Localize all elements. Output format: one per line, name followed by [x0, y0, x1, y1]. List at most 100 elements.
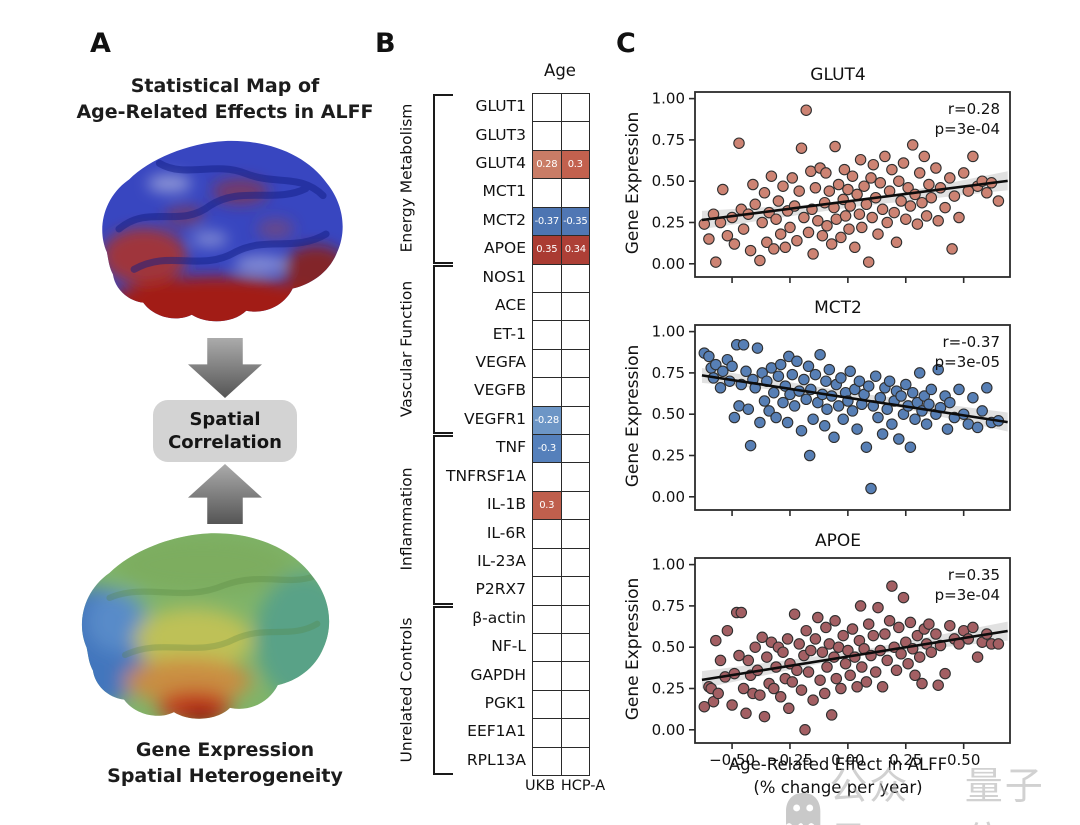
matrix-cell: [560, 434, 590, 464]
data-point: [800, 393, 812, 406]
spatial-box-line2: Correlation: [168, 432, 282, 453]
data-point: [932, 363, 944, 376]
data-point: [923, 398, 935, 411]
x-tick-label: 0.00: [831, 751, 864, 766]
data-point: [944, 396, 956, 409]
data-point: [876, 203, 889, 216]
matrix-cell: [532, 547, 562, 578]
matrix-cell: [560, 547, 590, 578]
gene-label: ET-1: [492, 324, 526, 343]
gene-label: VEGFA: [475, 352, 526, 371]
data-point: [886, 418, 898, 430]
data-point: [788, 608, 801, 620]
data-point: [906, 139, 919, 151]
data-point: [742, 403, 755, 415]
data-point: [832, 178, 845, 191]
data-point: [913, 167, 926, 179]
gene-label: IL-1B: [486, 495, 526, 514]
data-point: [860, 676, 873, 688]
data-point: [816, 646, 829, 658]
data-point: [737, 339, 750, 351]
data-point: [835, 372, 847, 384]
data-point: [895, 648, 907, 660]
plot-title: MCT2: [814, 298, 862, 318]
data-point: [918, 150, 931, 163]
data-point: [895, 390, 907, 402]
plot-frame: [694, 557, 1011, 744]
gene-label: TNF: [496, 438, 526, 457]
matrix-cell: [532, 632, 562, 663]
data-point: [897, 591, 910, 604]
data-point: [829, 140, 841, 153]
data-point: [953, 383, 965, 396]
data-point: [777, 646, 789, 658]
data-point: [829, 615, 841, 627]
data-point: [832, 400, 845, 412]
data-point: [726, 699, 738, 711]
data-point: [890, 664, 903, 677]
category-bracket: [433, 605, 435, 775]
data-point: [881, 654, 893, 667]
data-point: [777, 180, 789, 192]
statistical-map-brain-image: [102, 140, 343, 322]
data-point: [904, 200, 917, 212]
data-point: [913, 367, 926, 379]
data-point: [761, 236, 773, 249]
data-point: [853, 375, 866, 387]
category-bracket-cap: [433, 432, 453, 435]
x-axis-label-line1: Age-Related Effect in ALFF: [728, 755, 948, 774]
data-point: [774, 691, 787, 703]
data-point: [812, 215, 824, 227]
scatter-plot-mct2: 0.00 0.25 0.50 0.75 1.00 r=-0.37 p=3e-05: [652, 323, 1011, 516]
data-point: [761, 651, 773, 663]
data-point: [717, 183, 729, 196]
data-point: [799, 724, 811, 736]
data-point: [886, 163, 898, 176]
matrix-cell: [560, 348, 590, 379]
category-bracket: [433, 435, 435, 604]
gene-label: GLUT1: [475, 97, 526, 116]
pvalue-annotation: p=3e-04: [935, 120, 1000, 138]
data-point: [904, 441, 917, 453]
panel-c-label: C: [616, 28, 636, 59]
data-point: [781, 416, 794, 429]
y-tick-label: 1.00: [652, 323, 685, 341]
data-point: [740, 707, 752, 720]
data-point: [939, 667, 951, 680]
y-tick-label: 0.50: [652, 405, 685, 423]
data-point: [774, 228, 787, 240]
data-point: [909, 413, 921, 425]
data-point: [953, 211, 965, 224]
gene-label: EEF1A1: [467, 722, 526, 741]
category-bracket-cap: [433, 602, 453, 605]
data-point: [846, 170, 859, 182]
data-point: [763, 405, 775, 417]
data-point: [860, 441, 873, 453]
data-point: [798, 211, 810, 224]
data-point: [839, 657, 852, 670]
data-point: [800, 104, 812, 116]
gene-label: NOS1: [482, 267, 527, 286]
data-point: [981, 187, 993, 199]
gene-label: PGK1: [484, 694, 526, 713]
data-point: [807, 248, 819, 260]
panel-a-label: A: [90, 28, 111, 59]
data-point: [843, 223, 855, 235]
data-point: [900, 213, 912, 225]
data-point: [781, 633, 794, 645]
data-point: [830, 672, 843, 685]
data-point: [786, 368, 799, 381]
regression-line: [701, 374, 1008, 424]
gene-label: MCT2: [482, 210, 526, 229]
gene-label: P2RX7: [475, 580, 526, 599]
data-point: [881, 216, 893, 229]
data-point: [890, 236, 903, 249]
data-point: [854, 600, 867, 612]
y-tick-label: 0.00: [652, 721, 685, 739]
y-tick-label: 0.25: [652, 679, 685, 697]
data-point: [862, 380, 875, 392]
data-point: [844, 365, 856, 378]
matrix-cell: [532, 121, 562, 151]
